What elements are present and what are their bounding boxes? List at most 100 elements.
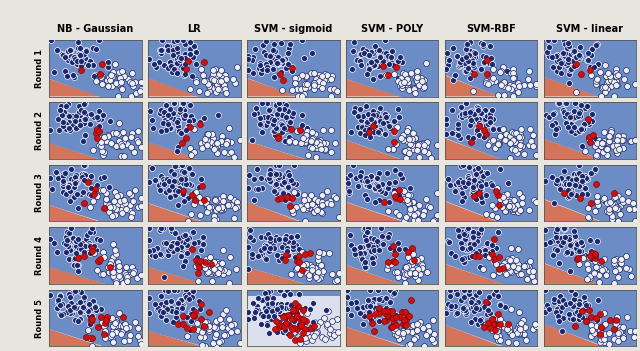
Point [330,278,340,284]
Point [184,145,195,151]
Point [116,207,126,213]
Point [543,38,553,43]
Point [290,338,300,343]
Point [572,176,582,181]
Point [524,258,534,264]
Point [172,306,182,311]
Point [594,279,604,285]
Point [609,326,619,332]
Point [553,125,563,130]
Point [186,326,196,332]
Point [301,269,312,274]
Point [230,266,241,271]
Point [429,331,439,337]
Point [389,128,399,133]
Point [66,300,76,305]
Point [380,191,390,196]
Point [58,124,68,129]
Point [161,240,171,246]
Point [79,109,89,114]
Point [586,256,596,262]
Point [504,203,515,208]
Point [463,134,474,140]
Point [76,64,86,69]
Point [405,193,415,198]
Point [101,191,111,196]
Point [70,305,81,311]
Point [86,62,97,68]
Point [467,88,477,94]
Point [568,115,579,120]
Point [395,314,405,319]
Point [407,266,417,272]
Point [257,129,267,134]
Point [369,62,379,68]
Point [477,199,487,205]
Point [292,265,302,271]
Point [364,126,374,131]
Point [403,125,413,130]
Point [557,305,568,310]
Point [209,197,220,203]
Point [462,41,472,47]
Point [271,305,281,311]
Point [486,243,497,248]
Point [263,301,273,306]
Point [569,228,579,234]
Point [510,139,520,145]
Point [310,76,321,82]
Point [113,138,124,143]
Point [80,243,90,249]
Point [566,121,577,127]
Point [300,335,310,340]
Point [506,198,516,203]
Point [314,249,324,255]
Point [419,77,429,83]
Point [420,60,431,66]
Point [600,85,611,90]
Point [407,330,417,335]
Point [372,112,382,118]
Point [376,50,387,56]
Point [124,272,134,278]
Point [574,55,584,61]
Point [176,190,186,196]
Point [179,55,189,60]
Point [182,333,192,338]
Point [392,58,403,64]
Point [307,325,317,330]
Point [70,118,80,124]
Point [211,268,221,273]
Point [500,264,510,270]
Point [463,291,474,297]
Point [86,176,96,181]
Point [404,150,415,155]
Point [388,327,399,333]
Point [474,306,484,312]
Point [412,74,422,80]
Point [252,110,262,116]
Point [595,69,605,75]
Point [85,250,95,256]
Point [494,269,504,274]
Point [116,153,127,159]
Point [217,260,227,266]
Point [444,239,454,244]
Point [321,72,332,78]
Point [127,265,137,270]
Point [574,317,584,322]
Point [587,111,597,117]
Point [571,239,581,245]
Point [411,69,421,75]
Point [468,180,478,186]
Point [248,55,258,60]
Point [172,60,182,65]
Point [371,181,381,186]
Point [569,181,579,187]
Point [301,206,311,212]
Point [399,317,409,322]
Point [301,81,312,86]
Point [605,133,615,139]
Point [602,200,612,206]
Point [186,312,196,317]
